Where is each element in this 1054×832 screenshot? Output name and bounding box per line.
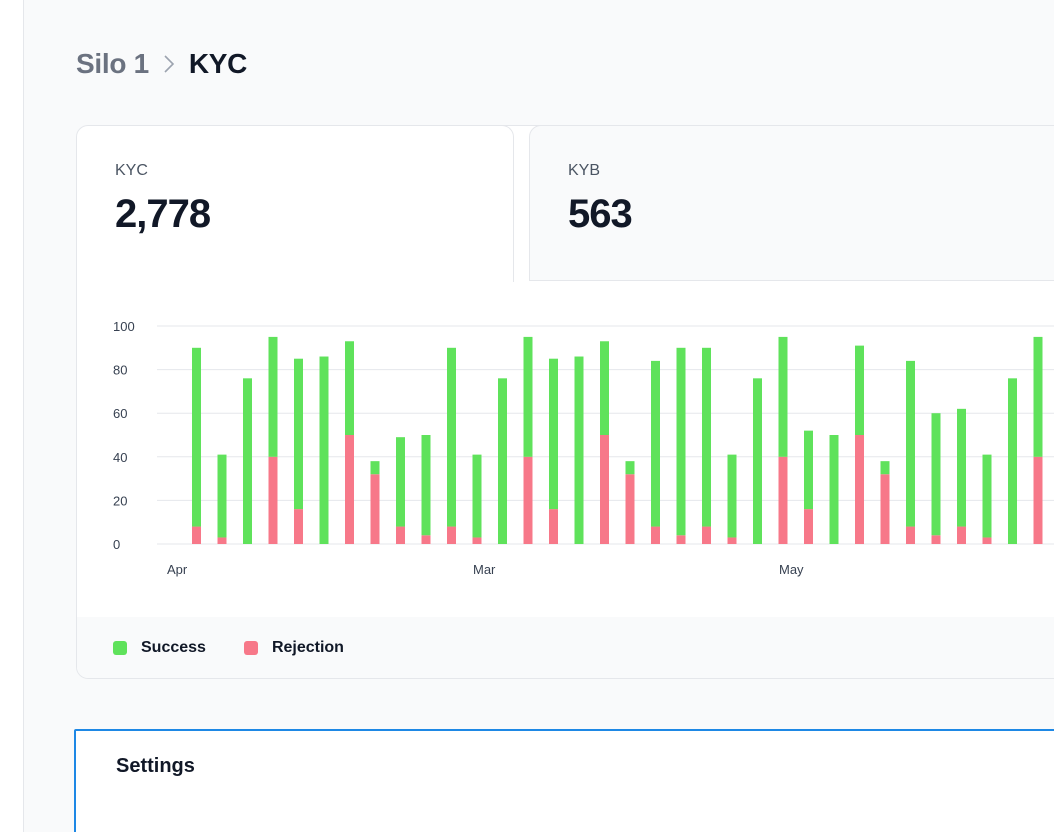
stats-card: KYC 2,778 KYB 563 0 20 40 60 80 100 Apr Mar May … <box>76 125 1054 679</box>
bar-success <box>778 336 788 457</box>
bar-rejection <box>600 435 609 544</box>
bar-rejection <box>294 509 303 544</box>
bar-success <box>472 454 482 538</box>
bar-success <box>396 437 405 527</box>
legend-swatch-success <box>113 641 127 655</box>
bar-rejection <box>906 526 915 544</box>
y-tick-label: 40 <box>113 450 127 465</box>
bar-rejection <box>880 474 890 544</box>
bar-rejection <box>931 535 941 544</box>
bar-rejection <box>472 537 482 544</box>
bar-success <box>345 341 354 435</box>
y-tick-label: 100 <box>113 319 135 334</box>
x-tick-label: Apr <box>167 562 188 577</box>
bar-rejection <box>651 526 660 544</box>
y-tick-label: 60 <box>113 406 127 421</box>
breadcrumb: Silo 1 KYC <box>76 44 247 84</box>
bar-success <box>651 360 660 527</box>
page-title: KYC <box>188 48 248 79</box>
tab-kyc-count: 2,778 <box>115 192 211 236</box>
bar-rejection <box>549 509 558 544</box>
settings-panel: Settings <box>74 729 1054 832</box>
bar-rejection <box>778 456 788 544</box>
bar-success <box>804 430 813 510</box>
bar-success <box>1008 378 1017 544</box>
bar-success <box>957 408 966 527</box>
tab-kyc-label: KYC <box>115 162 148 179</box>
bar-rejection <box>396 526 405 544</box>
tab-kyc[interactable]: KYC 2,778 <box>77 126 514 282</box>
x-tick-label: Mar <box>473 562 496 577</box>
chevron-right-icon <box>163 54 175 74</box>
bar-success <box>702 347 711 527</box>
bar-rejection <box>370 474 380 544</box>
bar-success <box>268 336 278 457</box>
left-sidebar <box>0 0 24 832</box>
legend-swatch-rejection <box>243 641 258 655</box>
bar-success <box>625 461 635 475</box>
bar-success <box>982 454 992 538</box>
bar-success <box>192 347 201 527</box>
bar-rejection <box>192 526 201 544</box>
bar-success <box>523 336 533 457</box>
bar-rejection <box>676 535 686 544</box>
bar-success <box>447 347 456 527</box>
bar-success <box>855 345 864 435</box>
y-tick-label: 80 <box>113 363 127 378</box>
bar-rejection <box>345 435 354 544</box>
bar-success <box>1033 336 1043 457</box>
bar-rejection <box>982 537 992 544</box>
bar-success <box>243 378 252 544</box>
bar-success <box>880 461 890 475</box>
legend-label-rejection: Rejection <box>271 639 344 656</box>
bar-success <box>319 356 329 544</box>
bar-rejection <box>217 537 227 544</box>
bar-success <box>676 347 686 536</box>
verification-chart: 0 20 40 60 80 100 Apr Mar May <box>77 306 1054 616</box>
bar-chart: 0 20 40 60 80 100 Apr Mar May <box>113 319 1054 577</box>
bar-rejection <box>421 535 431 544</box>
bar-success <box>370 461 380 475</box>
y-tick-label: 20 <box>113 493 127 508</box>
bar-success <box>931 413 941 536</box>
bar-success <box>906 360 915 527</box>
y-tick-label: 0 <box>113 537 120 552</box>
bar-rejection <box>1033 456 1043 544</box>
bar-rejection <box>702 526 711 544</box>
bar-success <box>574 356 584 544</box>
x-tick-label: May <box>779 562 804 577</box>
bar-rejection <box>447 526 456 544</box>
tab-list: KYC 2,778 KYB 563 <box>77 126 1054 282</box>
bar-success <box>600 341 609 435</box>
tab-kyb[interactable]: KYB 563 <box>529 126 1054 281</box>
breadcrumb-parent[interactable]: Silo 1 <box>76 48 149 79</box>
bar-success <box>727 454 737 538</box>
legend-item-rejection[interactable]: Rejection <box>243 639 344 657</box>
bar-success <box>294 358 303 510</box>
chart-legend: Success Rejection <box>77 617 1054 678</box>
tab-kyb-label: KYB <box>568 162 601 179</box>
bar-success <box>498 378 507 544</box>
bar-rejection <box>727 537 737 544</box>
bar-success <box>421 435 431 536</box>
bar-rejection <box>268 456 278 544</box>
bar-rejection <box>855 435 864 544</box>
bar-rejection <box>957 526 966 544</box>
bar-success <box>753 378 762 544</box>
bar-success <box>829 435 839 544</box>
bar-rejection <box>523 456 533 544</box>
settings-title: Settings <box>116 755 195 777</box>
bar-rejection <box>625 474 635 544</box>
bar-success <box>217 454 227 538</box>
tab-kyb-count: 563 <box>568 192 633 236</box>
bar-rejection <box>804 509 813 544</box>
legend-label-success: Success <box>141 639 206 656</box>
bar-success <box>549 358 558 510</box>
legend-item-success[interactable]: Success <box>113 639 206 657</box>
